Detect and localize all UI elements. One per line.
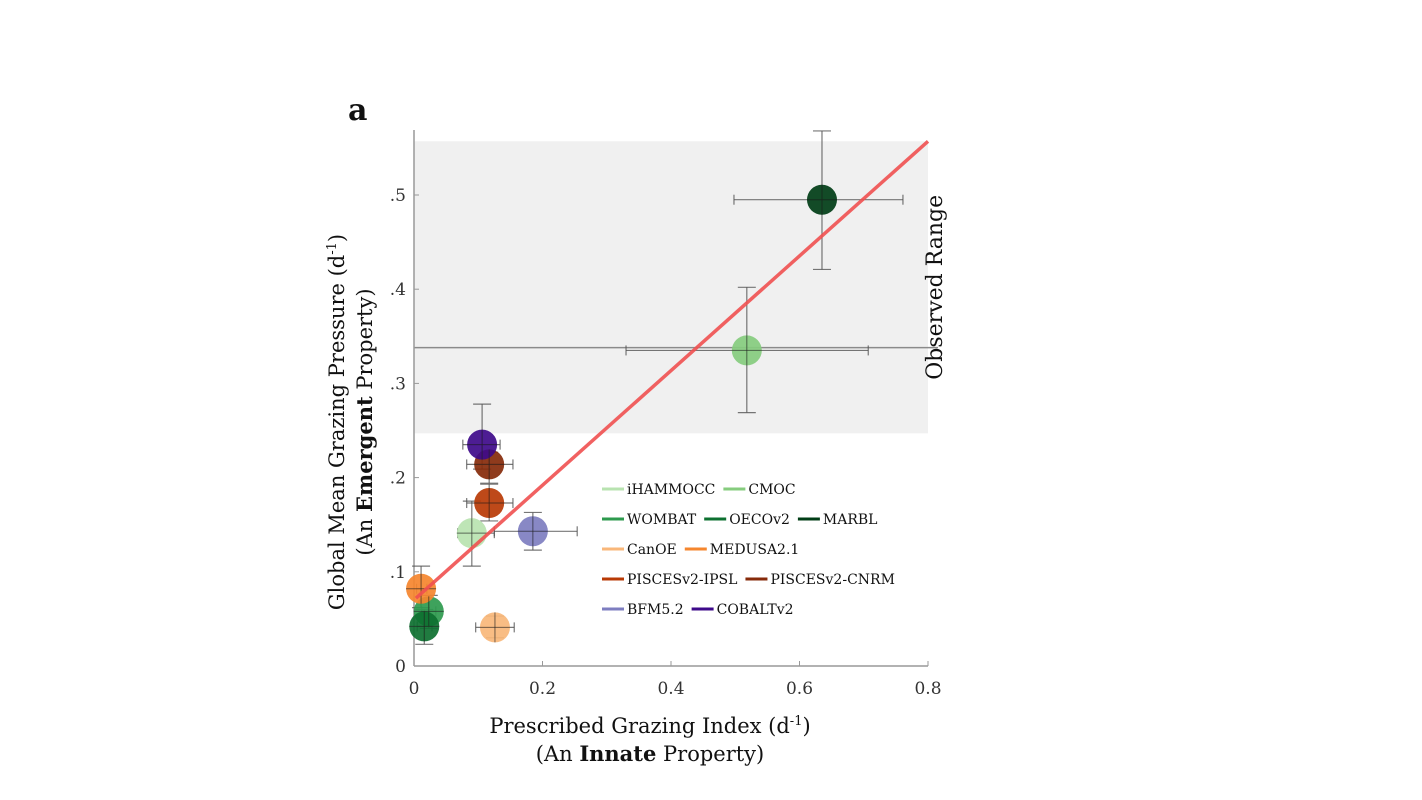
legend-label: PISCESv2-IPSL [627, 572, 737, 588]
y-tick-label: .1 [390, 563, 406, 583]
panel-label: a [348, 93, 367, 128]
axis-title-line1: Prescribed Grazing Index (d-1) [489, 714, 810, 738]
legend-item-cobaltv2: COBALTv2 [691, 602, 794, 618]
y-tick-label: .2 [390, 469, 406, 489]
legend-label: OECOv2 [729, 512, 790, 528]
legend-item-piscesv2-cnrm: PISCESv2-CNRM [745, 572, 895, 588]
x-tick-label: 0 [409, 679, 420, 699]
y-tick-label: .3 [390, 374, 406, 394]
legend-label: MARBL [823, 512, 878, 528]
observed-range-band [414, 141, 928, 434]
legend-item-ihammocc: iHAMMOCC [602, 482, 715, 498]
legend-item-piscesv2-ipsl: PISCESv2-IPSL [602, 572, 737, 588]
legend: iHAMMOCC CMOC WOMBAT OECOv2 MARBL CanOE MEDUSA… [602, 482, 895, 618]
axis-title-line2: (An Emergent Property) [352, 288, 377, 555]
legend-item-marbl: MARBL [797, 512, 878, 528]
y-axis-title: Global Mean Grazing Pressure (d-1)(An Em… [325, 234, 377, 610]
legend-label: MEDUSA2.1 [710, 542, 800, 558]
legend-label: BFM5.2 [627, 602, 684, 618]
x-tick-label: 0.6 [786, 679, 813, 699]
y-tick-label: .4 [390, 280, 406, 300]
y-tick-label: .5 [390, 186, 406, 206]
legend-label: PISCESv2-CNRM [770, 572, 894, 588]
legend-label: CMOC [748, 482, 795, 498]
legend-item-oecov2: OECOv2 [704, 512, 790, 528]
legend-item-wombat: WOMBAT [602, 512, 697, 528]
legend-item-medusa2.1: MEDUSA2.1 [684, 542, 800, 558]
x-tick-label: 0.4 [657, 679, 684, 699]
legend-label: WOMBAT [627, 512, 697, 528]
fit-line [414, 140, 930, 600]
axes: 0 0.2 0.4 0.6 0.8 0 .1 .2 .3 .4 .5 [390, 130, 942, 699]
legend-item-canoe: CanOE [602, 542, 677, 558]
legend-label: iHAMMOCC [627, 482, 715, 498]
legend-label: COBALTv2 [717, 602, 794, 618]
x-axis-title: Prescribed Grazing Index (d-1) (An Innate… [489, 714, 810, 766]
data-points [406, 184, 837, 643]
x-tick-label: 0.8 [914, 679, 941, 699]
legend-item-bfm5.2: BFM5.2 [602, 602, 684, 618]
observed-range-label: Observed Range [923, 195, 948, 380]
legend-item-cmoc: CMOC [723, 482, 796, 498]
legend-label: CanOE [627, 542, 677, 558]
y-tick-label: 0 [395, 657, 406, 677]
x-tick-label: 0.2 [529, 679, 556, 699]
axis-title-line2: (An Innate Property) [536, 741, 765, 766]
axis-title-line1: Global Mean Grazing Pressure (d-1) [325, 234, 349, 610]
